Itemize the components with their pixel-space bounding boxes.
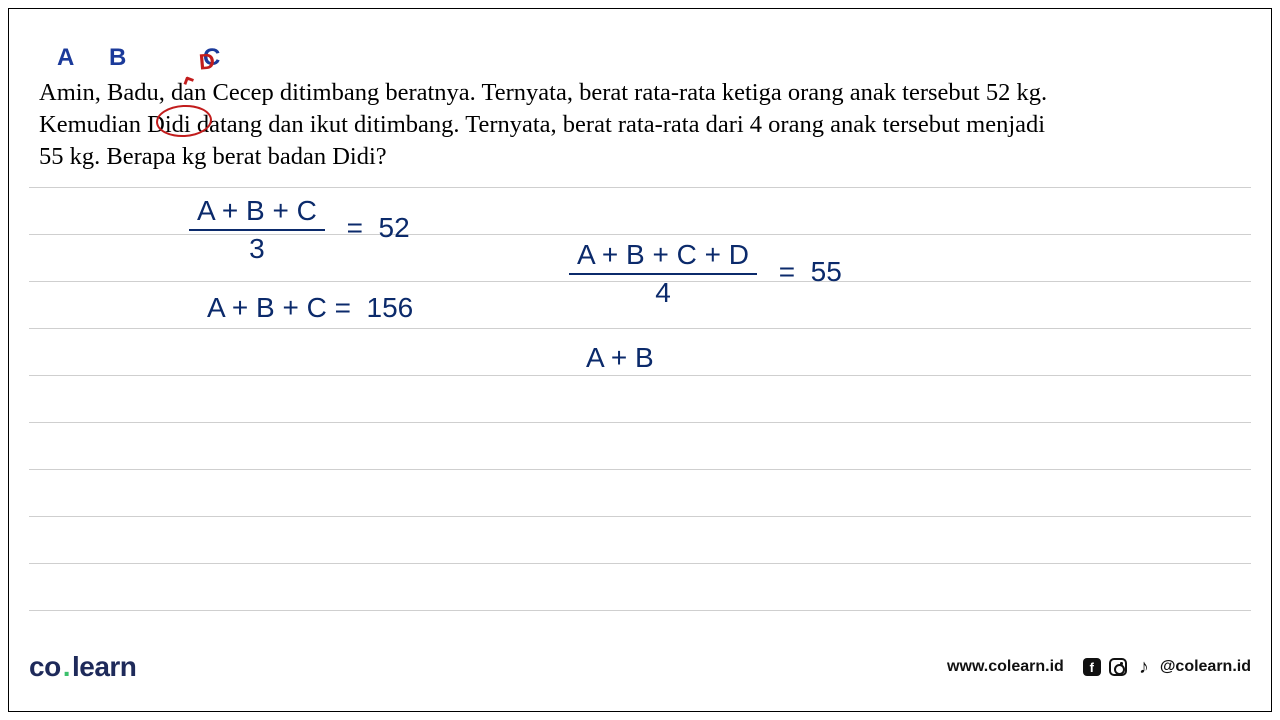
question-line-1: Amin, Badu, dan Cecep ditimbang beratnya… — [39, 79, 1047, 106]
social-handles: f ♪ @colearn.id — [1082, 657, 1251, 677]
brand-logo: co.learn — [29, 651, 136, 683]
rule-line — [29, 563, 1251, 564]
equation-4-partial: A + B — [586, 342, 654, 374]
whiteboard-page: A B C D ⌃ Amin, Badu, dan Cecep ditimban… — [8, 8, 1272, 712]
social-handle-text: @colearn.id — [1160, 658, 1251, 676]
eq3-rhs: = 55 — [765, 256, 842, 287]
label-b: B — [109, 44, 128, 71]
fraction-abcd-over-4: A + B + C + D 4 — [569, 239, 757, 309]
eq1-rhs: = 52 — [333, 212, 410, 243]
rule-line — [29, 375, 1251, 376]
label-a: A — [57, 44, 76, 71]
ruled-paper: A + B + C 3 = 52 A + B + C = 156 A + B +… — [29, 187, 1251, 641]
eq1-numerator: A + B + C — [189, 195, 325, 231]
label-d-red: D — [198, 48, 216, 75]
footer-right: www.colearn.id f ♪ @colearn.id — [947, 657, 1251, 677]
equation-3: A + B + C + D 4 = 55 — [569, 239, 842, 309]
equation-2: A + B + C = 156 — [207, 292, 413, 324]
question-text: Amin, Badu, dan Cecep ditimbang beratnya… — [39, 77, 1241, 173]
logo-co: co — [29, 651, 61, 682]
logo-dot: . — [61, 651, 72, 682]
rule-line — [29, 187, 1251, 188]
rule-line — [29, 610, 1251, 611]
eq3-denominator: 4 — [569, 275, 757, 309]
rule-line — [29, 469, 1251, 470]
eq1-denominator: 3 — [189, 231, 325, 265]
equation-1: A + B + C 3 = 52 — [189, 195, 410, 265]
facebook-icon: f — [1082, 657, 1102, 677]
eq3-numerator: A + B + C + D — [569, 239, 757, 275]
instagram-icon — [1108, 657, 1128, 677]
footer: co.learn www.colearn.id f ♪ @colearn.id — [29, 651, 1251, 683]
variable-annotations: A B C — [57, 44, 222, 72]
rule-line — [29, 422, 1251, 423]
logo-learn: learn — [72, 651, 136, 682]
fraction-abc-over-3: A + B + C 3 — [189, 195, 325, 265]
website-url: www.colearn.id — [947, 658, 1064, 676]
rule-line — [29, 516, 1251, 517]
question-line-3: 55 kg. Berapa kg berat badan Didi? — [39, 143, 387, 170]
rule-line — [29, 328, 1251, 329]
tiktok-icon: ♪ — [1134, 657, 1154, 677]
